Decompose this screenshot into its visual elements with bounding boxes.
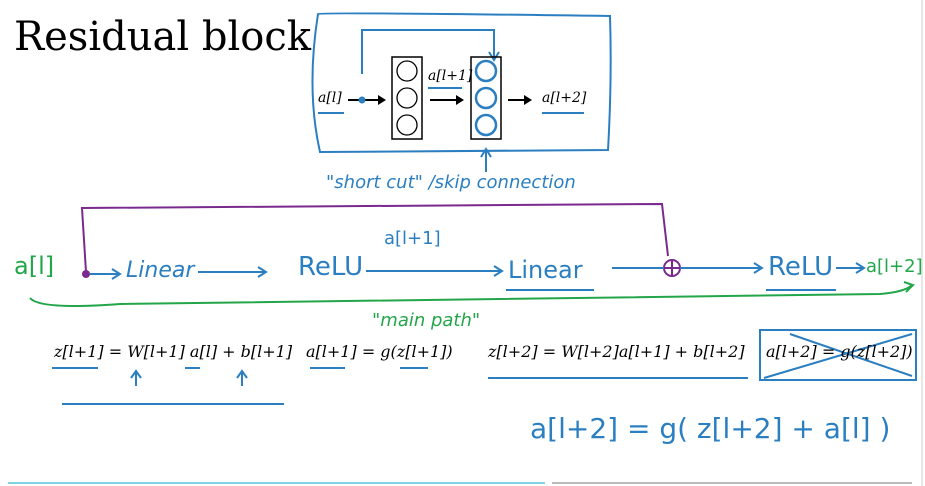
diagram-mid-label: a[l+1] <box>428 68 473 84</box>
node-linear-2: Linear <box>508 256 583 284</box>
equation-a-l2-crossed: a[l+2] = g(z[l+2]) <box>766 342 913 361</box>
branch-dot <box>358 96 366 104</box>
layer-box-2 <box>470 56 502 140</box>
neuron <box>474 59 498 83</box>
diagram-output-label: a[l+2] <box>542 90 587 106</box>
skip-start-dot <box>82 270 90 278</box>
neuron <box>474 113 498 137</box>
neuron <box>474 86 498 110</box>
shortcut-label: "short cut" /skip connection <box>326 172 576 193</box>
node-relu-2: ReLU <box>768 252 834 282</box>
skip-connection-line <box>80 202 669 273</box>
neuron <box>396 60 418 82</box>
pipeline-mid-activation: a[l+1] <box>384 228 441 249</box>
shortcut-box <box>311 12 612 154</box>
pipeline-input: a[l] <box>14 252 55 280</box>
skip-arrow <box>361 29 495 74</box>
neuron <box>396 114 418 136</box>
main-path-line <box>29 284 913 307</box>
equation-final: a[l+2] = g( z[l+2] + a[l] ) <box>530 412 891 445</box>
crossed-equation-box <box>759 329 917 381</box>
node-relu-1: ReLU <box>298 252 364 282</box>
page-title: Residual block <box>14 14 311 60</box>
diagram-input-label: a[l] <box>318 90 342 106</box>
main-path-label: "main path" <box>372 310 481 331</box>
equation-z-l2: z[l+2] = W[l+2]a[l+1] + b[l+2] <box>488 342 745 361</box>
equation-a-l1: a[l+1] = g(z[l+1]) <box>306 342 453 361</box>
layer-box-1 <box>391 56 423 140</box>
node-linear-1: Linear <box>126 258 195 283</box>
equation-z-l1: z[l+1] = W[l+1] a[l] + b[l+1] <box>54 342 293 361</box>
pipeline-output: a[l+2] <box>866 256 923 277</box>
neuron <box>396 87 418 109</box>
